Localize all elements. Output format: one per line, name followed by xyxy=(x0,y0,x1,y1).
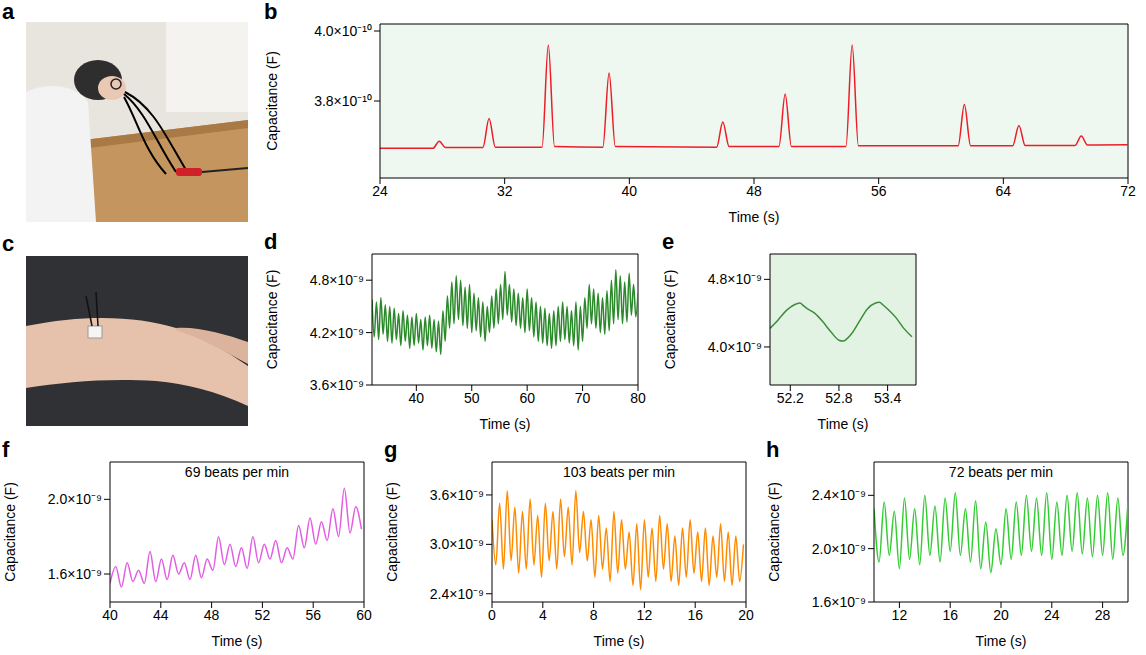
svg-text:40: 40 xyxy=(102,607,118,623)
svg-text:2.0×10⁻⁹: 2.0×10⁻⁹ xyxy=(812,541,866,557)
svg-text:Time (s): Time (s) xyxy=(818,416,869,432)
svg-text:40: 40 xyxy=(622,183,638,199)
svg-text:Time (s): Time (s) xyxy=(212,633,263,649)
svg-text:Time (s): Time (s) xyxy=(480,416,531,432)
svg-text:Time (s): Time (s) xyxy=(729,209,780,225)
svg-text:4.8×10⁻⁹: 4.8×10⁻⁹ xyxy=(708,271,762,287)
svg-text:52.8: 52.8 xyxy=(825,390,852,406)
svg-text:56: 56 xyxy=(871,183,887,199)
svg-text:80: 80 xyxy=(630,390,646,406)
svg-text:70: 70 xyxy=(575,390,591,406)
svg-text:20: 20 xyxy=(993,607,1009,623)
svg-text:2.0×10⁻⁹: 2.0×10⁻⁹ xyxy=(48,491,102,507)
html-text:c: c xyxy=(2,231,15,256)
svg-text:Time (s): Time (s) xyxy=(976,633,1027,649)
svg-text:Capacitance (F): Capacitance (F) xyxy=(384,482,400,582)
svg-text:28: 28 xyxy=(1095,607,1111,623)
html-text:b: b xyxy=(264,0,278,24)
svg-text:52.2: 52.2 xyxy=(777,390,804,406)
svg-text:52: 52 xyxy=(255,607,271,623)
svg-text:64: 64 xyxy=(996,183,1012,199)
svg-text:20: 20 xyxy=(738,607,754,623)
svg-text:12: 12 xyxy=(637,607,653,623)
svg-text:12: 12 xyxy=(892,607,908,623)
svg-text:4: 4 xyxy=(539,607,547,623)
svg-text:24: 24 xyxy=(372,183,388,199)
svg-text:Capacitance (F): Capacitance (F) xyxy=(2,482,18,582)
html-text:f: f xyxy=(2,437,10,462)
svg-text:Time (s): Time (s) xyxy=(594,633,645,649)
svg-text:3.6×10⁻⁹: 3.6×10⁻⁹ xyxy=(430,487,484,503)
html-text:103 beats per min: 103 beats per min xyxy=(563,464,675,480)
svg-text:48: 48 xyxy=(204,607,220,623)
html-text:g: g xyxy=(384,437,398,462)
svg-text:Capacitance (F): Capacitance (F) xyxy=(264,51,280,151)
svg-text:50: 50 xyxy=(464,390,480,406)
svg-text:3.6×10⁻⁹: 3.6×10⁻⁹ xyxy=(310,377,364,393)
svg-text:4.2×10⁻⁹: 4.2×10⁻⁹ xyxy=(310,325,364,341)
svg-text:44: 44 xyxy=(153,607,169,623)
svg-text:3.8×10⁻¹⁰: 3.8×10⁻¹⁰ xyxy=(314,93,372,109)
svg-text:24: 24 xyxy=(1044,607,1060,623)
svg-text:Capacitance (F): Capacitance (F) xyxy=(662,270,678,370)
svg-text:1.6×10⁻⁹: 1.6×10⁻⁹ xyxy=(48,566,102,582)
html-text:a: a xyxy=(2,0,15,24)
svg-text:Capacitance (F): Capacitance (F) xyxy=(766,482,782,582)
svg-text:60: 60 xyxy=(356,607,372,623)
svg-text:40: 40 xyxy=(409,390,425,406)
svg-text:48: 48 xyxy=(746,183,762,199)
html-text:e: e xyxy=(662,229,675,254)
svg-text:16: 16 xyxy=(687,607,703,623)
html-text:72 beats per min: 72 beats per min xyxy=(948,464,1054,480)
html-text:d: d xyxy=(264,229,278,254)
svg-text:8: 8 xyxy=(590,607,598,623)
svg-text:1.6×10⁻⁹: 1.6×10⁻⁹ xyxy=(812,594,866,610)
svg-text:72: 72 xyxy=(1120,183,1136,199)
svg-text:60: 60 xyxy=(519,390,535,406)
svg-text:32: 32 xyxy=(497,183,513,199)
svg-text:4.8×10⁻⁹: 4.8×10⁻⁹ xyxy=(310,272,364,288)
html-text:69 beats per min: 69 beats per min xyxy=(184,464,290,480)
svg-text:3.0×10⁻⁹: 3.0×10⁻⁹ xyxy=(430,536,484,552)
svg-text:56: 56 xyxy=(305,607,321,623)
svg-text:2.4×10⁻⁹: 2.4×10⁻⁹ xyxy=(430,586,484,602)
svg-text:53.4: 53.4 xyxy=(874,390,901,406)
svg-text:16: 16 xyxy=(942,607,958,623)
svg-text:4.0×10⁻⁹: 4.0×10⁻⁹ xyxy=(708,339,762,355)
svg-text:Capacitance (F): Capacitance (F) xyxy=(264,270,280,370)
svg-text:0: 0 xyxy=(488,607,496,623)
html-text:h: h xyxy=(766,437,780,462)
svg-text:2.4×10⁻⁹: 2.4×10⁻⁹ xyxy=(812,487,866,503)
svg-text:4.0×10⁻¹⁰: 4.0×10⁻¹⁰ xyxy=(314,23,372,39)
